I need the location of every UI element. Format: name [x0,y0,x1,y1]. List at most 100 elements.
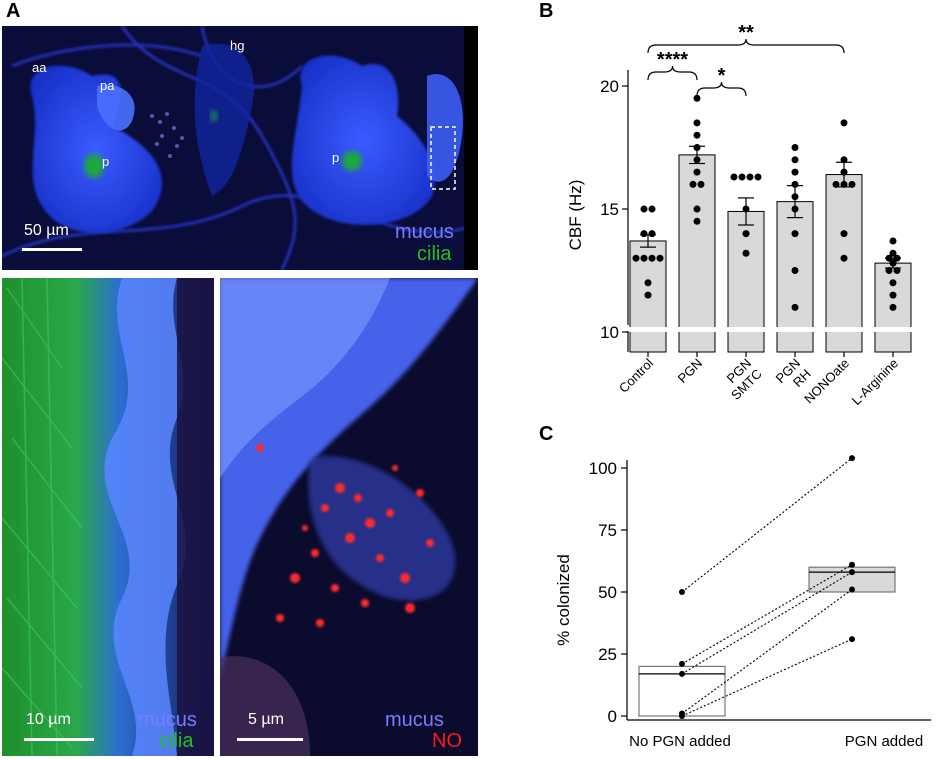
data-point [791,168,799,176]
chart-c-pair-lines [681,457,853,717]
chart-c-xtick-labels: No PGN added PGN added [629,733,923,750]
bar-4 [825,174,863,353]
data-point [693,119,701,127]
micrograph-bottom-left-image [2,278,214,756]
chart-c-xtick-label-0: No PGN added [629,733,731,750]
chart-c-ylabel: % colonized [554,554,573,646]
scale-label-bottom-right: 5 µm [248,711,284,728]
micrograph-bottom-left: 10 µm mucus cilia [2,278,214,756]
scale-bar-top [22,248,82,251]
data-point [889,279,897,287]
point-pgn-4 [849,636,855,643]
data-point [889,303,897,311]
scale-bar-bottom-right [237,738,303,741]
data-point [889,249,897,257]
data-point [791,193,799,201]
panel-label-c: C [539,423,554,445]
legend-no-bottom-right: NO [432,730,462,752]
data-point [693,131,701,139]
chart-colonized: % colonized 0 25 50 75 100 No PGN added PGN a… [554,455,931,750]
point-pgn-0 [849,455,855,462]
data-point [738,173,746,181]
data-point [644,279,652,287]
significance-bracket-2 [647,38,845,54]
panel-label-b: B [539,0,554,22]
pair-line-3 [681,589,853,714]
data-point [693,144,701,151]
data-point [693,205,701,213]
data-point [889,259,897,267]
significance-label-2: ** [738,22,754,44]
xtick-label-group-5: L-Arginine [849,356,902,409]
xtick-label: Control [616,355,656,395]
data-point [697,180,705,188]
chart-b-bars [629,145,912,357]
label-p-right: p [332,150,340,165]
chart-c-ytick-label: 25 [598,645,617,664]
data-point [689,180,697,188]
data-point [742,230,750,238]
data-point [791,205,799,213]
label-p-left: p [102,154,110,169]
pair-line-2 [681,571,853,675]
micrograph-bottom-right-image [220,278,478,756]
scale-bar-bottom-left [24,738,94,741]
legend-mucus-bottom-right: mucus [385,709,444,731]
legend-cilia-top: cilia [417,243,452,265]
chart-b-ytick-label: 15 [600,200,619,219]
chart-b-ytick-label: 10 [600,323,619,342]
legend-mucus-bottom-left: mucus [138,709,197,731]
data-point [848,180,856,188]
chart-b-ytick-label: 20 [600,77,619,96]
micrograph-top: aa pa hg p p 50 µm mucus cilia [2,26,478,270]
data-point [832,180,840,188]
data-point [840,180,848,188]
data-point [893,254,901,262]
data-point [840,119,848,127]
chart-c-ytick-label: 0 [608,707,617,726]
significance-bracket-1 [696,81,747,97]
label-aa: aa [32,60,47,75]
data-point [648,254,656,262]
bar-break-5 [874,327,912,332]
data-point [648,230,656,238]
pair-line-1 [681,564,853,665]
point-pgn-2 [849,569,855,576]
xtick-label: L-Arginine [849,356,902,409]
point-pgn-3 [849,586,855,593]
scale-label-top: 50 µm [24,222,69,239]
chart-b-points [632,94,901,311]
chart-c-frame: 0 25 50 75 100 [589,459,931,726]
chart-c-boxes [638,566,896,717]
chart-c-points [679,455,855,719]
chart-c-xtick-label-1: PGN added [845,733,923,750]
data-point [840,230,848,238]
data-point [791,156,799,164]
point-no-pgn-0 [679,589,685,595]
chart-c-ytick-label: 100 [589,459,617,478]
bar-break-1 [678,327,716,332]
data-point [693,94,701,102]
data-point [889,237,897,245]
data-point [791,267,799,274]
legend-mucus-top: mucus [395,221,454,243]
data-point [693,217,701,225]
data-point [693,156,701,164]
legend-cilia-bottom-left: cilia [159,730,194,752]
point-no-pgn-4 [679,713,685,719]
data-point [644,291,652,299]
point-pgn-1 [849,561,855,568]
xtick-label-group-0: Control [616,355,656,395]
data-point [656,254,664,262]
data-point [746,173,754,181]
data-point [742,205,750,213]
data-point [840,168,848,176]
label-pa: pa [100,78,115,93]
point-no-pgn-1 [679,660,685,667]
chart-b-ylabel: CBF (Hz) [566,180,585,251]
data-point [840,254,848,262]
data-point [791,303,799,311]
panel-label-a: A [6,0,21,22]
